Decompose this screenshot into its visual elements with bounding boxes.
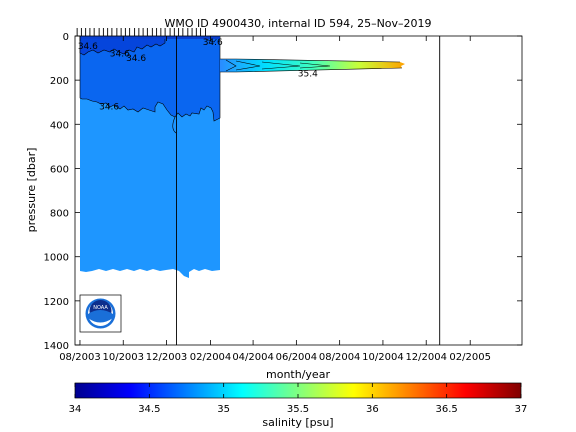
- x-tick-label: 10/2004: [362, 352, 404, 363]
- y-axis-ticks: 0 200 400 600 800 1000 1200 1400: [44, 32, 522, 352]
- y-axis-label: pressure [dbar]: [25, 148, 38, 233]
- colorbar-tick-label: 36: [366, 404, 379, 415]
- y-tick-label: 400: [50, 120, 69, 131]
- y-tick-label: 1200: [44, 297, 69, 308]
- colorbar-tick-label: 34: [69, 404, 82, 415]
- x-tick-label: 02/2004: [190, 352, 232, 363]
- x-tick-label: 08/2004: [319, 352, 361, 363]
- contour-lines: [172, 36, 403, 134]
- chart-title: WMO ID 4900430, internal ID 594, 25–Nov–…: [164, 17, 431, 30]
- upper-layer: [79, 36, 221, 122]
- colorbar-tick-label: 37: [515, 404, 528, 415]
- y-tick-label: 800: [50, 209, 69, 220]
- colorbar-tick-label: 34.5: [138, 404, 160, 415]
- contour-label: 34.6: [99, 103, 119, 113]
- colorbar-label: salinity [psu]: [262, 416, 333, 429]
- y-tick-label: 1400: [44, 341, 69, 352]
- x-tick-label: 08/2003: [59, 352, 101, 363]
- x-tick-label: 04/2004: [232, 352, 274, 363]
- y-tick-label: 600: [50, 164, 69, 175]
- plot-area: 34.634.634.634.634.635.4 08/2003 10/2003 1…: [44, 28, 523, 363]
- y-tick-label: 1000: [44, 253, 69, 264]
- x-tick-label: 12/2003: [146, 352, 188, 363]
- x-tick-label: 12/2004: [405, 352, 447, 363]
- y-tick-label: 0: [63, 32, 69, 43]
- colorbar-tick-label: 35.5: [287, 404, 309, 415]
- contour-label: 34.6: [203, 38, 223, 48]
- profile-ticks: [76, 28, 207, 36]
- colorbar: 34 34.5 35 35.5 36 36.5 37 salinity [psu]: [69, 382, 528, 429]
- contour-labels: 34.634.634.634.634.635.4: [78, 38, 318, 112]
- contour-label: 34.6: [126, 54, 146, 64]
- colorbar-ticks: 34 34.5 35 35.5 36 36.5 37: [69, 383, 528, 415]
- x-axis-label: month/year: [266, 368, 330, 381]
- x-tick-label: 10/2003: [102, 352, 144, 363]
- plot-frame: [74, 35, 523, 346]
- surface-band: [80, 36, 220, 39]
- contour-label: 34.6: [78, 42, 98, 52]
- near-surface-layer: [79, 36, 166, 56]
- salinity-field: [79, 36, 405, 278]
- contour-label: 34.6: [110, 50, 130, 60]
- x-tick-label: 06/2004: [276, 352, 318, 363]
- y-tick-label: 200: [50, 76, 69, 87]
- colorbar-tick-label: 36.5: [436, 404, 458, 415]
- contour-label: 35.4: [298, 70, 318, 80]
- colorbar-tick-label: 35: [217, 404, 230, 415]
- svg-text:NOAA: NOAA: [93, 305, 108, 311]
- x-tick-label: 02/2005: [449, 352, 491, 363]
- x-axis-ticks: 08/2003 10/2003 12/2003 02/2004 04/2004 06/20…: [59, 36, 491, 363]
- noaa-logo: NOAA: [79, 294, 122, 333]
